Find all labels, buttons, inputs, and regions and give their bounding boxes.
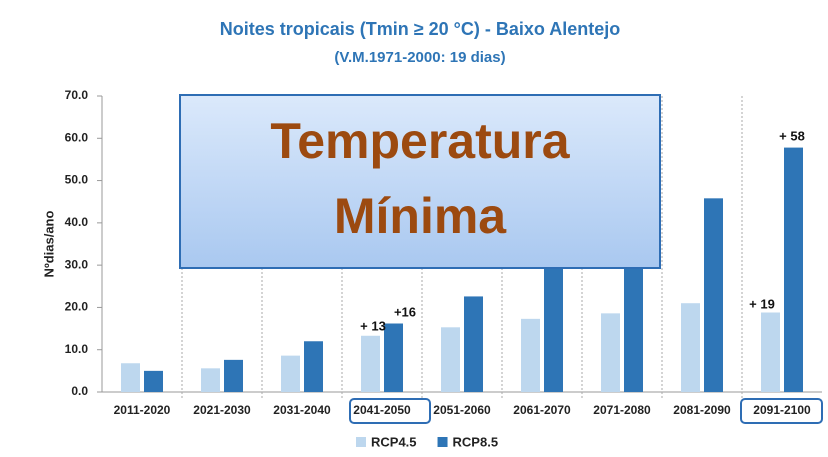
bar [144, 370, 163, 392]
chart-subtitle: (V.M.1971-2000: 19 dias) [334, 49, 505, 66]
chart-title: Noites tropicais (Tmin ≥ 20 °C) - Baixo … [220, 19, 620, 39]
bar [681, 303, 700, 392]
bar [784, 147, 803, 392]
legend-swatch [437, 437, 448, 447]
y-tick-label: 60.0 [65, 130, 89, 144]
y-tick-label: 10.0 [65, 342, 89, 356]
bar [624, 252, 643, 392]
plot: 0.0 10.0 20.0 30.0 40.0 50.0 60.0 70.0 2011-2020… [65, 88, 822, 417]
x-tick-label: 2051-2060 [433, 403, 491, 417]
annotation: + 19 [749, 296, 775, 311]
bar [224, 359, 243, 392]
bar [601, 313, 620, 392]
x-tick-label: 2071-2080 [593, 403, 651, 417]
y-tick-label: 50.0 [65, 173, 89, 187]
x-tick-label: 2021-2030 [193, 403, 251, 417]
category-highlight [349, 398, 431, 424]
bar [521, 318, 540, 392]
annotation: + 58 [779, 128, 805, 143]
x-tick-label: 2061-2070 [513, 403, 571, 417]
category-highlight [740, 398, 823, 424]
y-tick-label: 20.0 [65, 300, 89, 314]
x-tick-label: 2031-2040 [273, 403, 331, 417]
x-tick-label: 2011-2020 [114, 403, 171, 417]
bar [761, 312, 780, 392]
x-tick-label: 2091-2100 [753, 403, 811, 417]
y-tick-label: 0.0 [71, 384, 88, 398]
y-tick-label: 40.0 [65, 215, 89, 229]
y-tick-label: 70.0 [65, 88, 89, 102]
bar [121, 363, 140, 392]
x-tick-label: 2041-2050 [353, 403, 411, 417]
annotation: +16 [394, 304, 416, 319]
bar [281, 355, 300, 392]
bar [201, 368, 220, 392]
bar [704, 198, 723, 392]
legend-swatch [356, 437, 366, 447]
legend-label: RCP8.5 [453, 434, 499, 449]
overlay-box [179, 94, 661, 269]
bar [441, 327, 460, 392]
bar [464, 296, 483, 392]
x-tick-label: 2081-2090 [673, 403, 731, 417]
annotation: + 13 [360, 318, 386, 333]
bar [304, 341, 323, 392]
bar [384, 323, 403, 392]
bar [361, 335, 380, 392]
overlay-text: Temperatura [270, 113, 570, 169]
y-tick-label: 30.0 [65, 257, 89, 271]
bar [544, 256, 563, 392]
overlay: Temperatura Mínima [179, 94, 661, 269]
y-axis-label: Nºdias/ano [41, 211, 56, 278]
overlay-text: Mínima [334, 188, 507, 244]
legend-label: RCP4.5 [371, 434, 417, 449]
